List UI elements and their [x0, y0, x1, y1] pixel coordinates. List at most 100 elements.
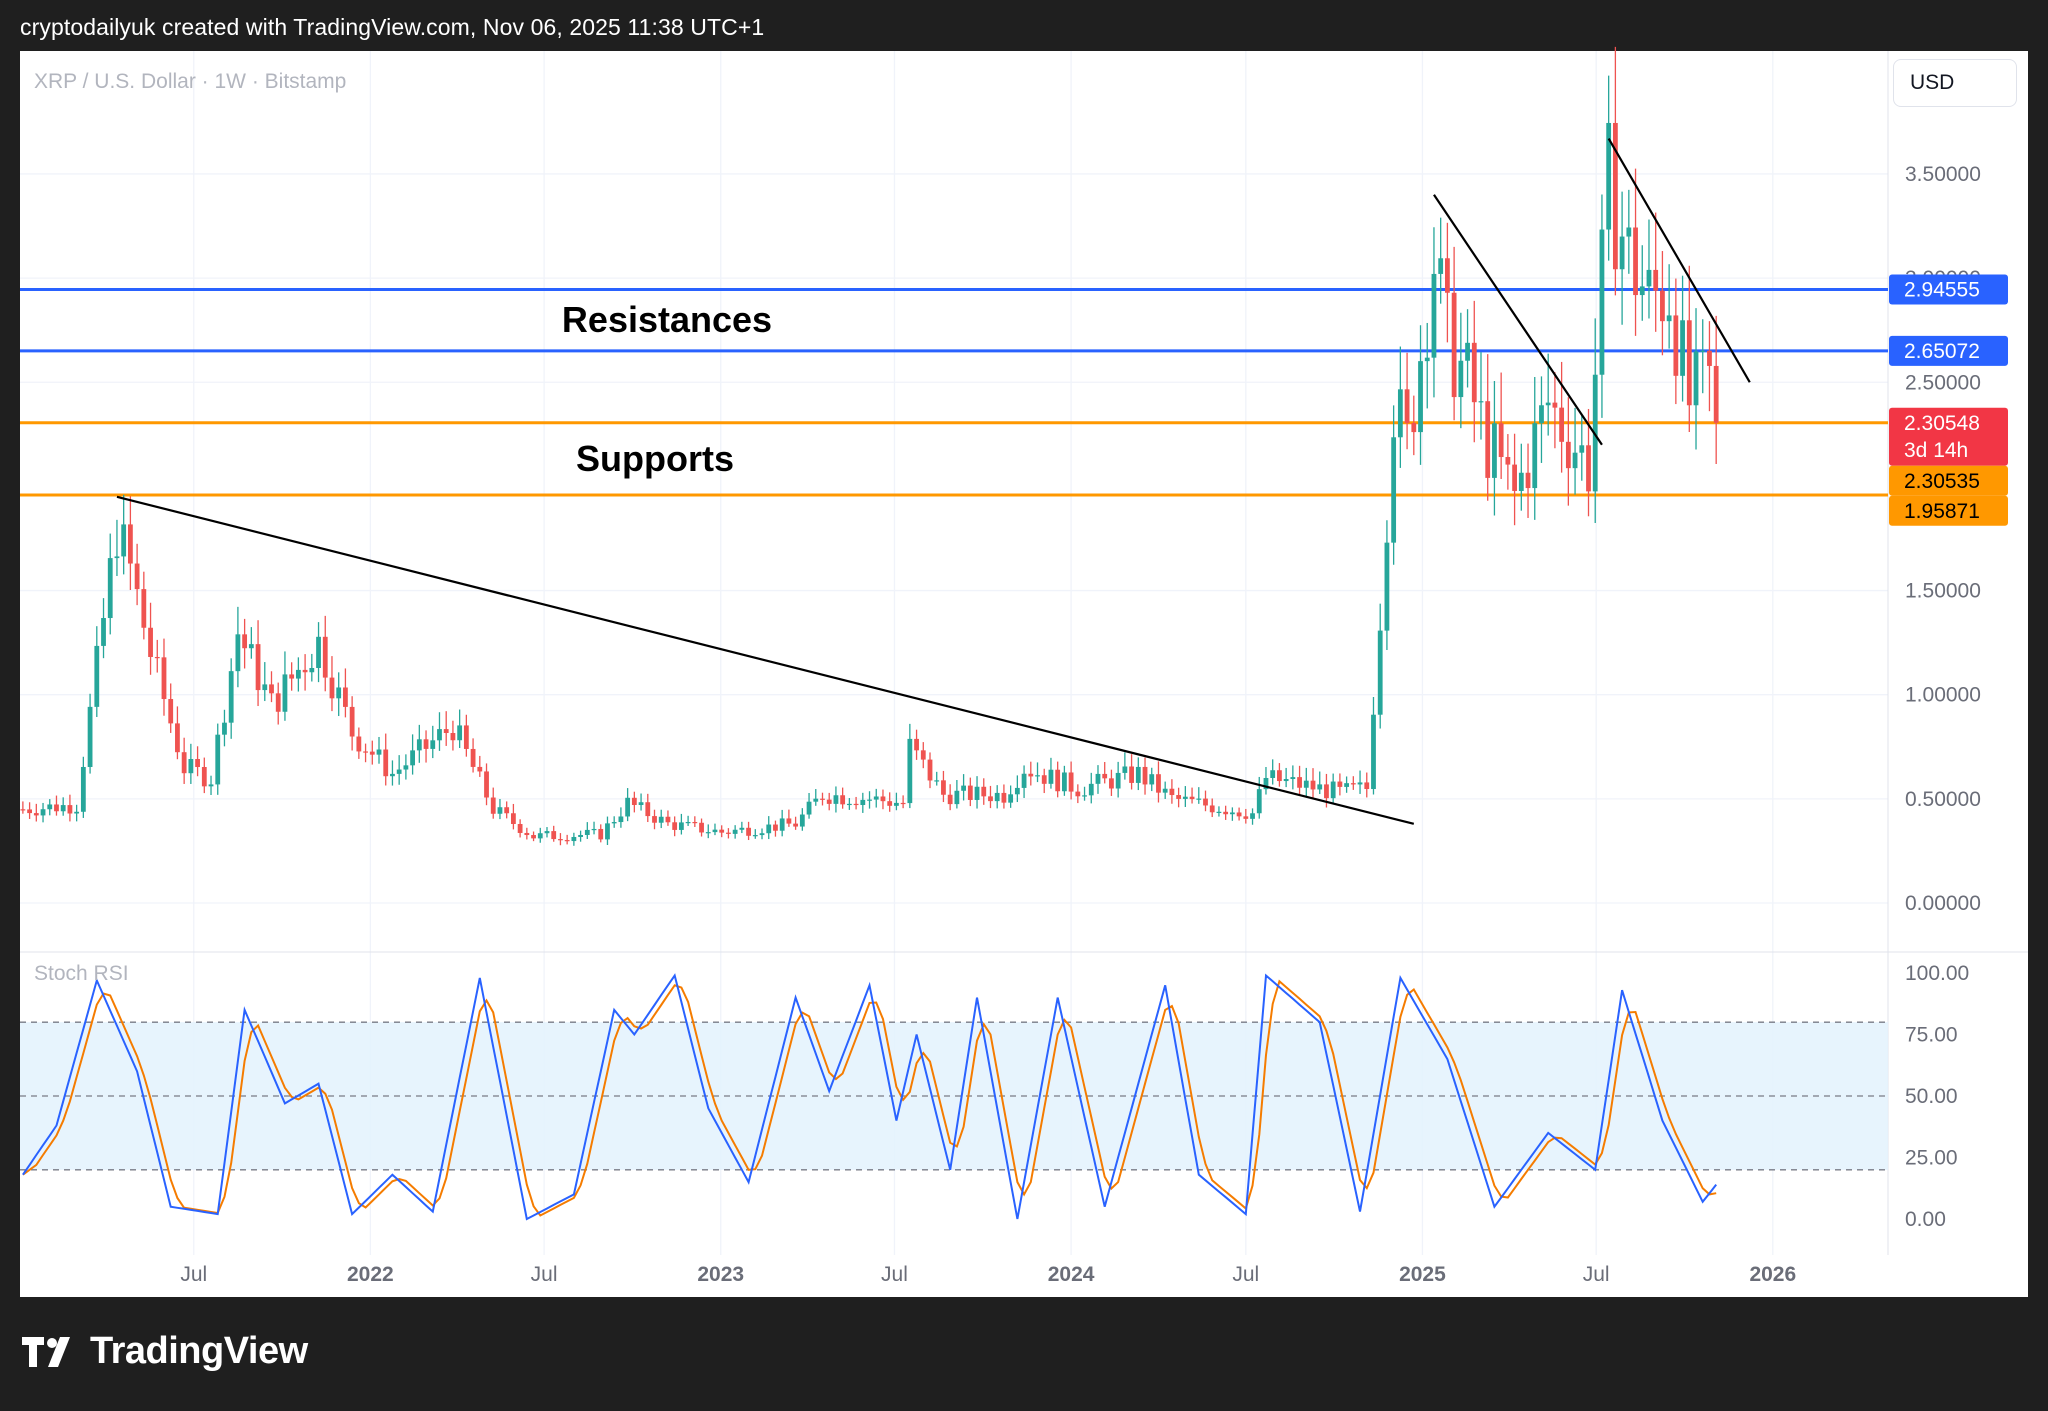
candle-body: [961, 785, 966, 791]
last-price-value: 2.30548: [1904, 412, 1980, 435]
candle-body: [1223, 811, 1229, 815]
chart-text: XRP / U.S. Dollar · 1W · Bitstamp Stoch R…: [34, 70, 772, 985]
candle-body: [739, 827, 745, 830]
candle-body: [773, 824, 778, 831]
candle-body: [1391, 437, 1397, 543]
candle-body: [1485, 401, 1491, 478]
candle-body: [752, 835, 758, 837]
level-tag-resistance-1: 2.94555: [1904, 278, 1980, 301]
y-axis-tick-label: 0.50000: [1905, 788, 1981, 811]
candle-body: [1451, 292, 1457, 398]
candle-body: [376, 749, 382, 755]
candle-body: [450, 732, 456, 741]
candle-body: [1579, 445, 1585, 453]
candle-body: [316, 636, 321, 668]
candle-body: [1505, 457, 1511, 465]
candle-body: [1229, 812, 1235, 815]
candle-body: [1135, 766, 1141, 783]
candle-body: [1001, 792, 1007, 803]
candle-body: [584, 829, 590, 835]
candle-body: [215, 734, 221, 785]
candle-body: [33, 813, 39, 816]
candle-body: [1196, 798, 1202, 800]
candle-body: [1209, 805, 1215, 813]
x-axis-tick-label: 2023: [697, 1263, 744, 1286]
candle-body: [269, 684, 274, 694]
candle-body: [383, 749, 389, 777]
candle-body: [705, 832, 711, 834]
candle-body: [1115, 772, 1121, 789]
candle-body: [981, 786, 987, 797]
y-axis-tick-label: 2.50000: [1905, 371, 1981, 394]
stoch-axis-tick-label: 50.00: [1905, 1085, 1958, 1108]
candle-body: [1109, 778, 1114, 789]
candle-body: [1371, 714, 1376, 790]
candle-body: [47, 804, 53, 810]
candle-body: [329, 677, 335, 699]
candle-body: [60, 805, 66, 812]
candle-body: [1512, 464, 1517, 491]
attribution-header: cryptodailyuk created with TradingView.c…: [20, 14, 765, 40]
y-axis-tick-label: 0.00000: [1905, 892, 1981, 915]
candle-body: [564, 840, 570, 842]
x-axis-tick-label: 2024: [1048, 1263, 1095, 1286]
x-axis-tick-label: Jul: [180, 1263, 207, 1286]
candle-body: [127, 524, 133, 564]
candle-body: [1263, 777, 1269, 790]
candle-body: [524, 832, 530, 836]
candle-body: [490, 797, 496, 814]
candle-body: [1055, 769, 1061, 792]
candle-body: [504, 807, 510, 814]
candle-body: [571, 836, 577, 842]
candle-body: [1539, 405, 1544, 424]
currency-button[interactable]: USD: [1893, 59, 2017, 107]
candle-body: [1673, 315, 1679, 376]
stoch-axis-tick-label: 25.00: [1905, 1147, 1958, 1170]
candle-body: [1552, 402, 1558, 408]
annotation-supports: Supports: [576, 438, 734, 479]
candle-body: [1713, 365, 1719, 423]
candle-body: [175, 723, 180, 753]
candle-body: [1156, 774, 1161, 793]
candle-body: [1088, 783, 1094, 796]
candle-body: [443, 729, 449, 733]
x-axis-tick-label: Jul: [1232, 1263, 1259, 1286]
x-axis-tick-label: 2022: [347, 1263, 394, 1286]
tradingview-logo[interactable]: TradingView: [22, 1330, 308, 1373]
candle-body: [900, 802, 906, 805]
candle-body: [121, 524, 127, 557]
candle-body: [712, 829, 718, 833]
candle-body: [732, 829, 738, 834]
candle-body: [470, 748, 476, 767]
y-axis-tick-label: 3.50000: [1905, 163, 1981, 186]
candle-body: [947, 794, 953, 805]
candle-body: [927, 759, 933, 781]
candle-body: [699, 822, 704, 833]
level-tag-support-1-bg: [1889, 465, 2008, 496]
candle-body: [510, 813, 516, 825]
candle-body: [813, 798, 819, 802]
candle-body: [67, 805, 73, 814]
candle-body: [544, 831, 550, 834]
candle-body: [1444, 258, 1450, 293]
candle-body: [974, 786, 980, 800]
candle-body: [74, 811, 80, 814]
candle-body: [652, 816, 657, 823]
candle-body: [591, 828, 597, 831]
candle-body: [1572, 452, 1578, 469]
x-axis-tick-label: Jul: [531, 1263, 558, 1286]
candle-body: [759, 833, 765, 836]
candle-body: [826, 799, 832, 804]
candle-body: [531, 835, 536, 839]
candle-body: [1384, 542, 1390, 631]
candle-body: [746, 827, 751, 836]
symbol-label: XRP / U.S. Dollar · 1W · Bitstamp: [34, 70, 346, 93]
tradingview-logo-icon: [22, 1336, 70, 1367]
x-axis-tick-label: 2025: [1399, 1263, 1446, 1286]
candle-body: [1344, 783, 1350, 787]
stoch-k-line: [22, 973, 1717, 1221]
stoch-rsi-label: Stoch RSI: [34, 962, 129, 985]
y-axis-tick-label: 1.50000: [1905, 580, 1981, 603]
level-tag-support-2: 1.95871: [1904, 500, 1980, 523]
